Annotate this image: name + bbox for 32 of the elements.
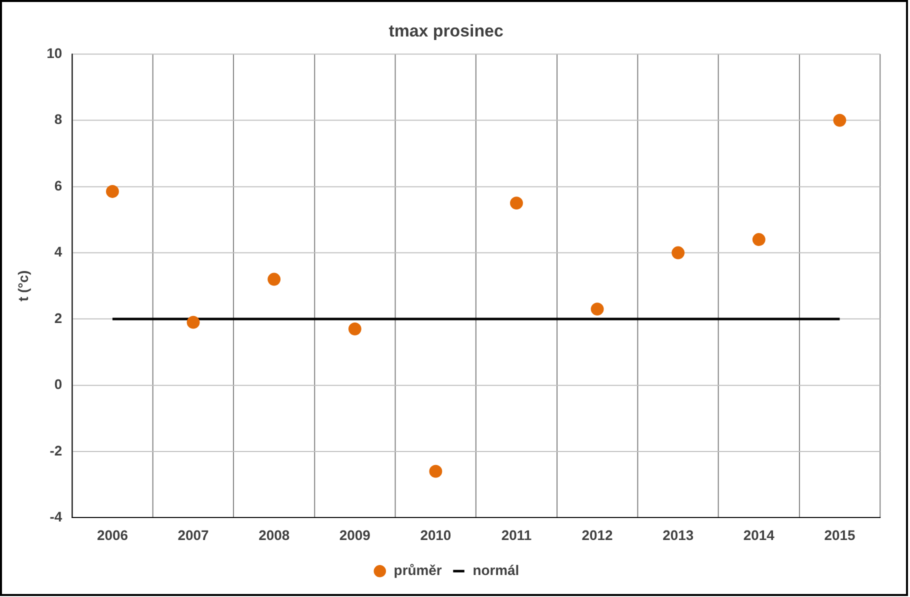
point xyxy=(590,302,604,316)
y-tick-label: -4 xyxy=(50,508,62,525)
x-tick-label: 2008 xyxy=(258,526,290,543)
x-tick-label: 2010 xyxy=(420,526,452,543)
legend-label: normál xyxy=(472,562,520,578)
x-tick-label: 2014 xyxy=(743,526,775,543)
y-tick-label: -2 xyxy=(50,442,62,458)
x-tick-label: 2015 xyxy=(824,526,856,543)
point xyxy=(186,316,200,329)
chart-title: tmax prosinec xyxy=(388,22,504,41)
point xyxy=(510,196,523,210)
y-axis-title: t (°c) xyxy=(15,270,32,302)
x-tick-label: 2006 xyxy=(96,526,128,543)
y-tick-label: 10 xyxy=(46,44,62,61)
point xyxy=(429,464,442,478)
legend-label: průměr xyxy=(394,562,442,578)
point xyxy=(833,114,846,127)
point xyxy=(106,185,119,198)
y-tick-label: 2 xyxy=(54,310,62,326)
point xyxy=(752,233,766,246)
y-tick-label: 0 xyxy=(54,376,62,392)
y-tick-label: 8 xyxy=(54,111,62,128)
x-tick-label: 2009 xyxy=(339,526,371,543)
point xyxy=(268,272,281,286)
x-tick-label: 2007 xyxy=(178,526,210,543)
y-tick-label: 6 xyxy=(54,177,62,194)
x-tick-label: 2012 xyxy=(582,526,614,543)
point xyxy=(672,246,685,260)
y-tick-label: 4 xyxy=(54,244,62,260)
x-tick-label: 2013 xyxy=(662,526,694,543)
point xyxy=(348,322,362,336)
x-tick-label: 2011 xyxy=(501,526,532,543)
